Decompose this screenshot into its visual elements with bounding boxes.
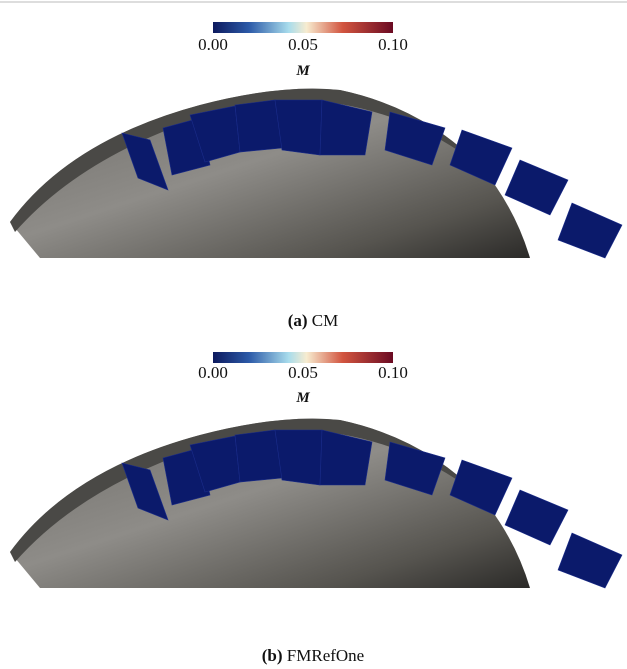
colorbar-label: M — [295, 63, 310, 79]
rendering — [10, 22, 622, 258]
figure: 0.00 0.05 0.10 M (a) CM 0.00 0.05 0.10 M… — [0, 0, 627, 669]
caption: (a) CM — [288, 311, 339, 330]
colorbar-tick: 0.05 — [288, 35, 318, 54]
colorbar-tick: 0.00 — [198, 363, 228, 382]
caption-name: CM — [312, 311, 338, 330]
colorbar-tick: 0.10 — [378, 35, 408, 54]
colorbar-tick: 0.10 — [378, 363, 408, 382]
colorbar-tick: 0.05 — [288, 363, 318, 382]
rendering — [10, 352, 622, 588]
panel-b: 0.00 0.05 0.10 M (b) FMRefOne — [10, 352, 622, 665]
caption-tag: (a) — [288, 311, 308, 330]
caption-tag: (b) — [262, 646, 283, 665]
caption-name: FMRefOne — [287, 646, 364, 665]
caption: (b) FMRefOne — [262, 646, 364, 665]
panel-a: 0.00 0.05 0.10 M (a) CM — [10, 22, 622, 330]
colorbar-label: M — [295, 390, 310, 406]
colorbar-tick: 0.00 — [198, 35, 228, 54]
